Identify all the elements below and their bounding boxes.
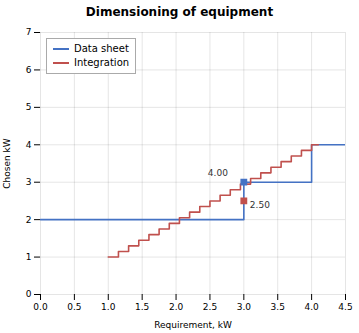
svg-text:1: 1 [26,252,32,262]
svg-text:0.5: 0.5 [67,302,81,312]
svg-text:4.00: 4.00 [208,168,228,178]
svg-text:4.0: 4.0 [304,302,319,312]
svg-text:0: 0 [26,289,32,299]
svg-text:2: 2 [26,215,32,225]
svg-text:0.0: 0.0 [33,302,48,312]
svg-text:1.5: 1.5 [135,302,149,312]
html-text:Integration: Integration [74,57,130,68]
svg-text:4: 4 [26,140,32,150]
svg-text:2.5: 2.5 [203,302,217,312]
svg-text:4.5: 4.5 [338,302,352,312]
svg-text:1.0: 1.0 [101,302,116,312]
html-text:Data sheet: Data sheet [74,43,129,54]
svg-text:7: 7 [26,27,32,37]
svg-text:2.50: 2.50 [250,200,270,210]
svg-text:3.5: 3.5 [271,302,285,312]
svg-text:2.0: 2.0 [169,302,184,312]
svg-text:5: 5 [26,102,32,112]
svg-text:6: 6 [26,65,32,75]
svg-text:3: 3 [26,177,32,187]
html-text:Dimensioning of equipment: Dimensioning of equipment [85,5,274,19]
svg-text:3.0: 3.0 [237,302,252,312]
svg-text:Requirement, kW: Requirement, kW [154,320,232,330]
svg-text:Chosen kW: Chosen kW [2,138,12,188]
